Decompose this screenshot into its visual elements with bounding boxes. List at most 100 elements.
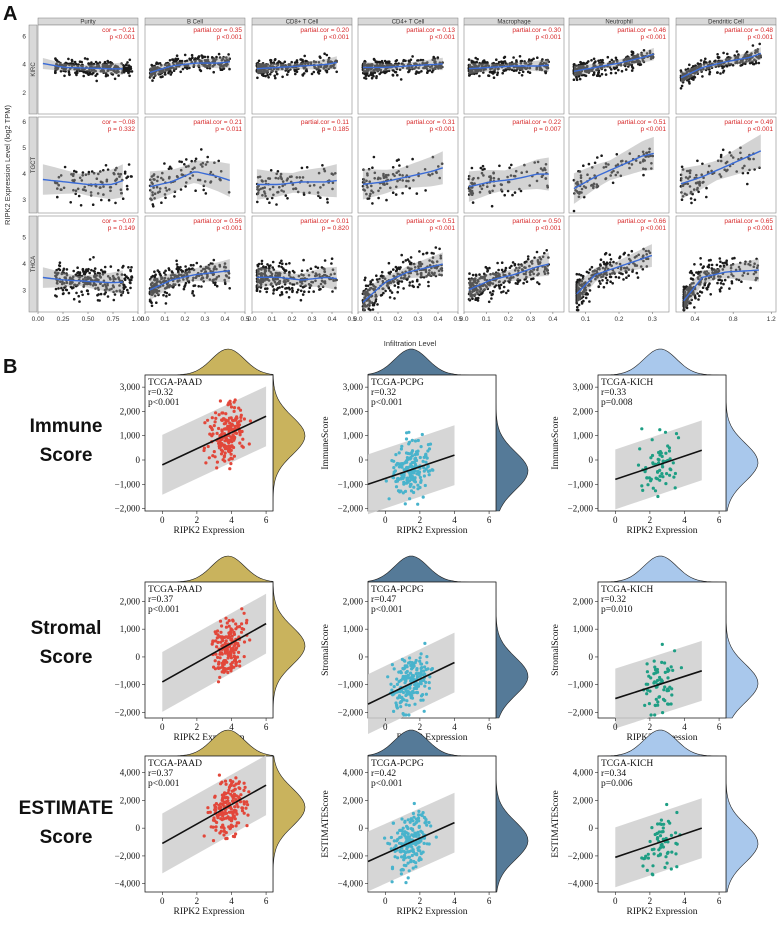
facet-column-label: Dendritic Cell [708,20,744,26]
data-point [608,261,612,264]
data-point [605,281,609,285]
data-point [746,182,749,186]
data-point [600,72,604,76]
data-point [228,57,231,60]
data-point [88,70,92,74]
data-point [197,56,200,59]
p-value: p<0.001 [371,398,403,408]
data-point [86,57,89,61]
data-point [387,261,391,265]
data-point [270,70,273,74]
data-point [215,460,219,464]
x-tick-label: 0.2 [180,316,189,323]
data-point [625,276,628,280]
data-point [577,273,581,276]
data-point [174,67,178,70]
facet-column-label: B Cell [187,20,203,26]
data-point [318,288,321,291]
data-point [390,291,394,294]
data-point [590,59,593,62]
x-tick-label: 0.2 [287,316,296,323]
data-point [708,282,711,285]
data-point [418,283,421,286]
data-point [127,68,131,71]
scatter-panel-tgct-3: partial.cor = 0.31p <0.001 [357,116,459,214]
data-point [696,292,699,295]
data-point [125,63,128,67]
data-point [403,502,407,506]
data-point [516,67,519,71]
data-point [584,74,588,78]
data-point [528,71,532,74]
data-point [394,193,398,196]
y-tick-label: 0 [136,455,141,465]
cohort-label: TCGA-PAAD [148,378,202,388]
data-point [71,59,74,63]
data-point [389,289,392,292]
data-point [498,164,501,168]
data-point [585,270,589,274]
data-point [517,263,520,266]
data-point [103,65,107,68]
data-point [149,67,152,71]
x-tick-label: 2 [418,515,423,525]
x-tick-label: 0.25 [57,316,70,323]
data-point [400,444,404,448]
data-point [400,462,404,466]
y-tick-label: 3 [22,288,26,295]
data-point [697,270,700,274]
data-point [635,271,639,275]
p-value: p <0.001 [748,34,774,41]
data-point [225,56,228,59]
data-point [92,63,95,66]
data-point [714,65,718,68]
data-point [153,270,156,274]
data-point [609,258,613,261]
y-tick-label: 0 [359,455,364,465]
data-point [366,284,370,288]
data-point [195,261,199,265]
x-tick-label: 0.75 [107,316,120,323]
data-point [410,464,414,468]
data-point [481,164,485,168]
data-point [528,62,532,66]
data-point [54,58,58,61]
data-point [407,59,411,63]
p-value: p = 0.185 [322,126,350,133]
data-point [88,271,91,275]
data-point [128,65,131,68]
data-point [490,71,494,74]
data-point [416,502,420,506]
data-point [634,56,637,59]
data-point [175,263,179,266]
data-point [273,58,277,62]
y-tick-label: 3,000 [120,382,141,392]
data-point [718,290,722,293]
p-value: p <0.001 [430,126,456,133]
data-point [746,171,750,175]
data-point [510,68,514,72]
data-point [364,77,368,80]
data-point [482,59,485,63]
data-point [58,264,62,268]
data-point [585,61,589,65]
data-point [165,294,168,298]
data-point [572,65,576,69]
cohort-label: TCGA-PCPG [371,378,424,388]
data-point [175,58,179,62]
data-point [228,421,232,425]
data-point [487,300,491,304]
data-point [707,259,711,262]
data-point [299,289,303,293]
data-point [419,58,423,62]
data-point [515,59,518,62]
data-point [264,74,267,78]
data-point [192,294,196,297]
data-point [55,62,58,66]
data-point [660,472,664,476]
data-point [165,291,169,295]
data-point [126,187,129,191]
data-point [91,203,95,206]
data-point [229,416,233,420]
data-point [219,66,222,69]
